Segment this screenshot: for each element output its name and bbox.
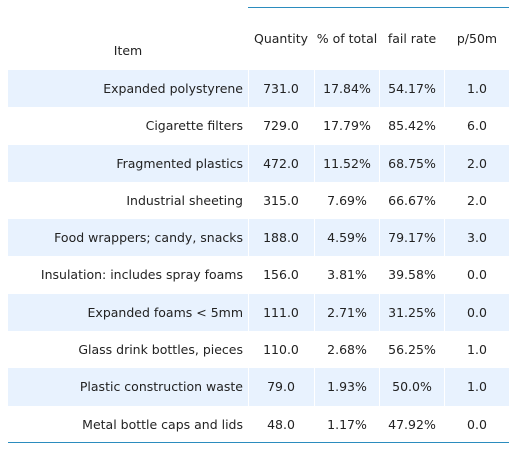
table-row: Industrial sheeting 315.0 7.69% 66.67% 2…	[8, 182, 509, 219]
table-row: Fragmented plastics 472.0 11.52% 68.75% …	[8, 144, 509, 182]
table-row: Expanded polystyrene 731.0 17.84% 54.17%…	[8, 70, 509, 108]
fail-rate-cell: 66.67%	[388, 192, 436, 208]
table-row: Cigarette filters 729.0 17.79% 85.42% 6.…	[8, 107, 509, 144]
fail-rate-cell: 68.75%	[388, 155, 436, 171]
header-top-rule	[248, 7, 509, 8]
table-row: Glass drink bottles, pieces 110.0 2.68% …	[8, 331, 509, 368]
table-row: Metal bottle caps and lids 48.0 1.17% 47…	[8, 406, 509, 443]
fail-rate-cell: 85.42%	[388, 118, 436, 134]
column-header-item: Item	[113, 43, 143, 58]
p50m-cell: 3.0	[467, 230, 487, 246]
item-cell: Plastic construction waste	[79, 379, 243, 395]
table-body: Expanded polystyrene 731.0 17.84% 54.17%…	[8, 70, 509, 443]
fail-rate-cell: 31.25%	[388, 304, 436, 320]
fail-rate-cell: 79.17%	[388, 230, 436, 246]
column-divider	[379, 70, 380, 443]
item-cell: Cigarette filters	[145, 118, 243, 134]
quantity-cell: 48.0	[267, 416, 295, 432]
percent-total-cell: 11.52%	[323, 155, 371, 171]
quantity-cell: 729.0	[263, 118, 299, 134]
column-divider	[314, 70, 315, 443]
percent-total-cell: 17.84%	[323, 81, 371, 96]
item-cell: Metal bottle caps and lids	[82, 416, 243, 432]
p50m-cell: 0.0	[467, 304, 487, 320]
item-cell: Fragmented plastics	[116, 155, 243, 171]
item-cell: Food wrappers; candy, snacks	[54, 230, 243, 246]
p50m-cell: 1.0	[467, 81, 487, 96]
column-divider	[248, 70, 249, 443]
fail-rate-cell: 50.0%	[392, 379, 432, 395]
p50m-cell: 2.0	[467, 155, 487, 171]
percent-total-cell: 1.17%	[327, 416, 367, 432]
quantity-cell: 110.0	[263, 342, 299, 358]
column-header-fail-rate: fail rate	[387, 31, 437, 46]
table-row: Plastic construction waste 79.0 1.93% 50…	[8, 368, 509, 406]
quantity-cell: 472.0	[263, 155, 299, 171]
p50m-cell: 6.0	[467, 118, 487, 134]
percent-total-cell: 17.79%	[323, 118, 371, 134]
percent-total-cell: 2.71%	[327, 304, 367, 320]
quantity-cell: 188.0	[263, 230, 299, 246]
quantity-cell: 731.0	[263, 81, 299, 96]
fail-rate-cell: 39.58%	[388, 267, 436, 283]
p50m-cell: 2.0	[467, 192, 487, 208]
fail-rate-cell: 54.17%	[388, 81, 436, 96]
table-row: Food wrappers; candy, snacks 188.0 4.59%…	[8, 219, 509, 257]
table-bottom-rule	[8, 442, 509, 443]
item-cell: Expanded foams < 5mm	[87, 304, 243, 320]
item-cell: Expanded polystyrene	[103, 81, 243, 96]
quantity-cell: 111.0	[263, 304, 299, 320]
percent-total-cell: 3.81%	[327, 267, 367, 283]
percent-total-cell: 7.69%	[327, 192, 367, 208]
percent-total-cell: 1.93%	[327, 379, 367, 395]
item-cell: Insulation: includes spray foams	[40, 267, 243, 283]
p50m-cell: 0.0	[467, 416, 487, 432]
table-header: Item Quantity % of total fail rate p/50m	[8, 8, 509, 70]
column-header-percent-total: % of total	[316, 31, 378, 46]
column-divider	[444, 70, 445, 443]
table-row: Expanded foams < 5mm 111.0 2.71% 31.25% …	[8, 293, 509, 332]
percent-total-cell: 2.68%	[327, 342, 367, 358]
table-row: Insulation: includes spray foams 156.0 3…	[8, 256, 509, 293]
percent-total-cell: 4.59%	[327, 230, 367, 246]
quantity-cell: 79.0	[267, 379, 295, 395]
quantity-cell: 315.0	[263, 192, 299, 208]
quantity-cell: 156.0	[263, 267, 299, 283]
fail-rate-cell: 56.25%	[388, 342, 436, 358]
item-cell: Glass drink bottles, pieces	[78, 342, 243, 358]
p50m-cell: 1.0	[467, 342, 487, 358]
p50m-cell: 1.0	[467, 379, 487, 395]
fail-rate-cell: 47.92%	[388, 416, 436, 432]
column-header-p50m: p/50m	[456, 31, 498, 46]
item-cell: Industrial sheeting	[126, 192, 243, 208]
column-header-quantity: Quantity	[253, 31, 309, 46]
p50m-cell: 0.0	[467, 267, 487, 283]
